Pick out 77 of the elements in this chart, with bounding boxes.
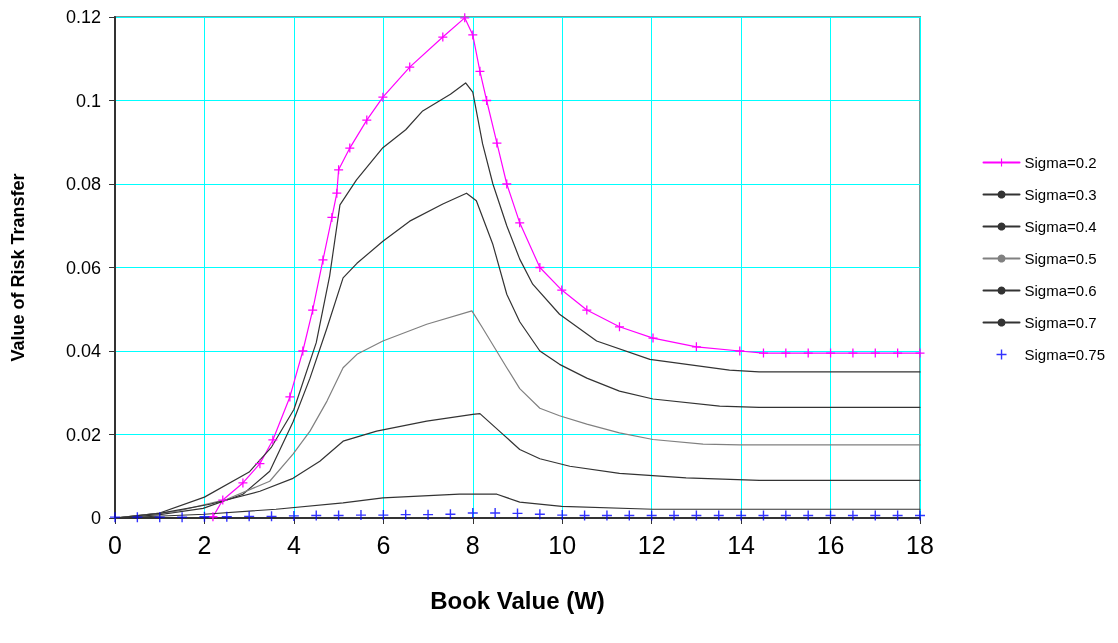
point [285,392,295,402]
point [362,115,372,125]
legend-label: Sigma=0.2 [1024,154,1097,171]
point [915,510,925,521]
y-tick-label: 0.02 [65,424,101,445]
point [218,495,228,505]
point [308,305,318,315]
point [268,435,278,445]
y-axis-title: Value of Risk Transfer [8,173,28,362]
point [735,346,745,356]
point [557,510,568,521]
point [345,143,355,153]
point [803,348,813,358]
point [318,255,328,265]
point [502,179,512,189]
point [557,285,567,295]
point [736,510,747,521]
point [780,510,791,521]
point [781,348,791,358]
point [582,305,592,315]
point [221,511,232,522]
x-axis-title: Book Value (W) [430,586,605,614]
point [288,510,299,521]
point [154,512,165,523]
point [208,512,218,522]
y-tick-label: 0.08 [65,174,101,194]
point [238,478,248,488]
x-tick-label: 4 [286,530,301,559]
legend-label: Sigma=0.7 [1024,314,1097,331]
point [803,510,814,521]
point [490,507,501,518]
y-tick-label: 0.1 [75,90,101,111]
y-tick-label: 0 [90,508,101,528]
x-tick-label: 8 [465,530,480,559]
x-tick-label: 14 [727,530,756,559]
y-tick-label: 0.12 [65,7,101,27]
x-tick-label: 6 [376,530,391,559]
point [327,212,337,222]
point [826,348,836,358]
point [423,509,434,520]
legend-label: Sigma=0.4 [1024,218,1097,235]
point [847,510,858,521]
point [405,62,415,72]
point [244,511,255,522]
point [468,30,478,40]
point [467,507,478,518]
legend-label: Sigma=0.75 [1024,346,1106,363]
legend-label: Sigma=0.5 [1024,250,1097,267]
x-tick-label: 18 [906,530,934,559]
x-tick-label: 2 [197,530,212,559]
point [475,66,485,76]
point [893,348,903,358]
y-tick-label: 0.04 [65,341,101,361]
point [758,348,768,358]
x-tick-label: 10 [548,530,577,559]
point [378,92,388,102]
point [298,346,308,356]
legend-label: Sigma=0.6 [1024,282,1097,299]
point [378,510,389,521]
x-tick-label: 12 [637,530,666,559]
point [601,510,612,521]
point [355,510,366,521]
point [492,138,502,148]
x-tick-label: 16 [816,530,845,559]
legend-label: Sigma=0.3 [1024,186,1097,203]
point [870,348,880,358]
point [669,510,680,521]
point [848,348,858,358]
point [255,459,265,469]
point [132,512,143,523]
point [438,32,448,42]
point [534,509,545,520]
point [915,348,925,358]
y-tick-label: 0.06 [65,257,101,278]
x-tick-label: 0 [108,530,122,559]
point [648,333,658,343]
point [177,512,188,523]
